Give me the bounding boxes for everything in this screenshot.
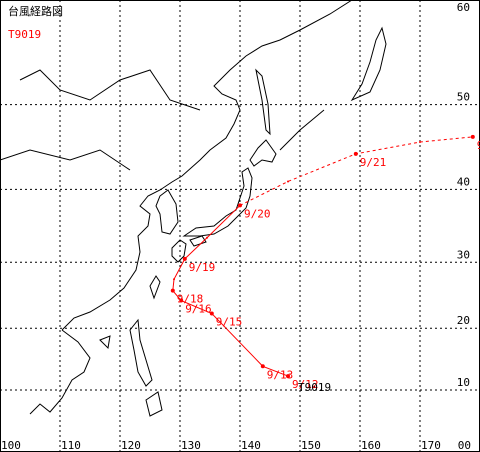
lon-tick-label: 120	[121, 439, 141, 452]
date-label: 9/19	[189, 261, 216, 274]
date-label: 9/15	[216, 316, 243, 329]
lon-tick-label: 110	[61, 439, 81, 452]
track-point	[419, 141, 421, 144]
lon-tick-label: 130	[181, 439, 201, 452]
lon-tick-label: 170	[421, 439, 441, 452]
date-label: 9/16	[185, 303, 212, 316]
date-label: 9/20	[244, 207, 271, 220]
track-point	[182, 256, 187, 261]
coastlines	[0, 0, 387, 417]
track-point	[470, 134, 475, 139]
track-point	[179, 298, 184, 303]
lon-tick-label: 00	[458, 439, 471, 452]
track-point	[238, 203, 242, 208]
lat-tick-label: 30	[457, 248, 470, 261]
track-point	[286, 374, 290, 379]
lat-tick-label: 40	[457, 175, 470, 188]
track-point	[260, 364, 265, 369]
track-point	[287, 180, 289, 183]
date-label: 9	[477, 139, 480, 152]
track-point	[173, 278, 175, 281]
lat-tick-label: 50	[457, 91, 470, 104]
lon-tick-label: 160	[361, 439, 381, 452]
track-point	[209, 311, 214, 316]
lon-tick-label: 100	[1, 439, 21, 452]
date-label: 9/21	[360, 156, 387, 169]
track-point	[206, 236, 208, 239]
lon-tick-label: 150	[301, 439, 321, 452]
lon-tick-label: 140	[241, 439, 261, 452]
date-label: 9/12	[292, 378, 319, 391]
date-label: 9/13	[267, 368, 294, 381]
storm-id: T9019	[8, 28, 41, 41]
track-point	[353, 151, 358, 156]
track-point	[170, 288, 175, 293]
track-name: T9019	[298, 381, 331, 394]
lat-tick-label: 60	[457, 1, 470, 14]
lat-tick-label: 20	[457, 314, 470, 327]
lat-tick-label: 10	[457, 376, 470, 389]
map-title: 台風経路図	[8, 4, 63, 18]
date-label: 9/18	[177, 293, 204, 306]
